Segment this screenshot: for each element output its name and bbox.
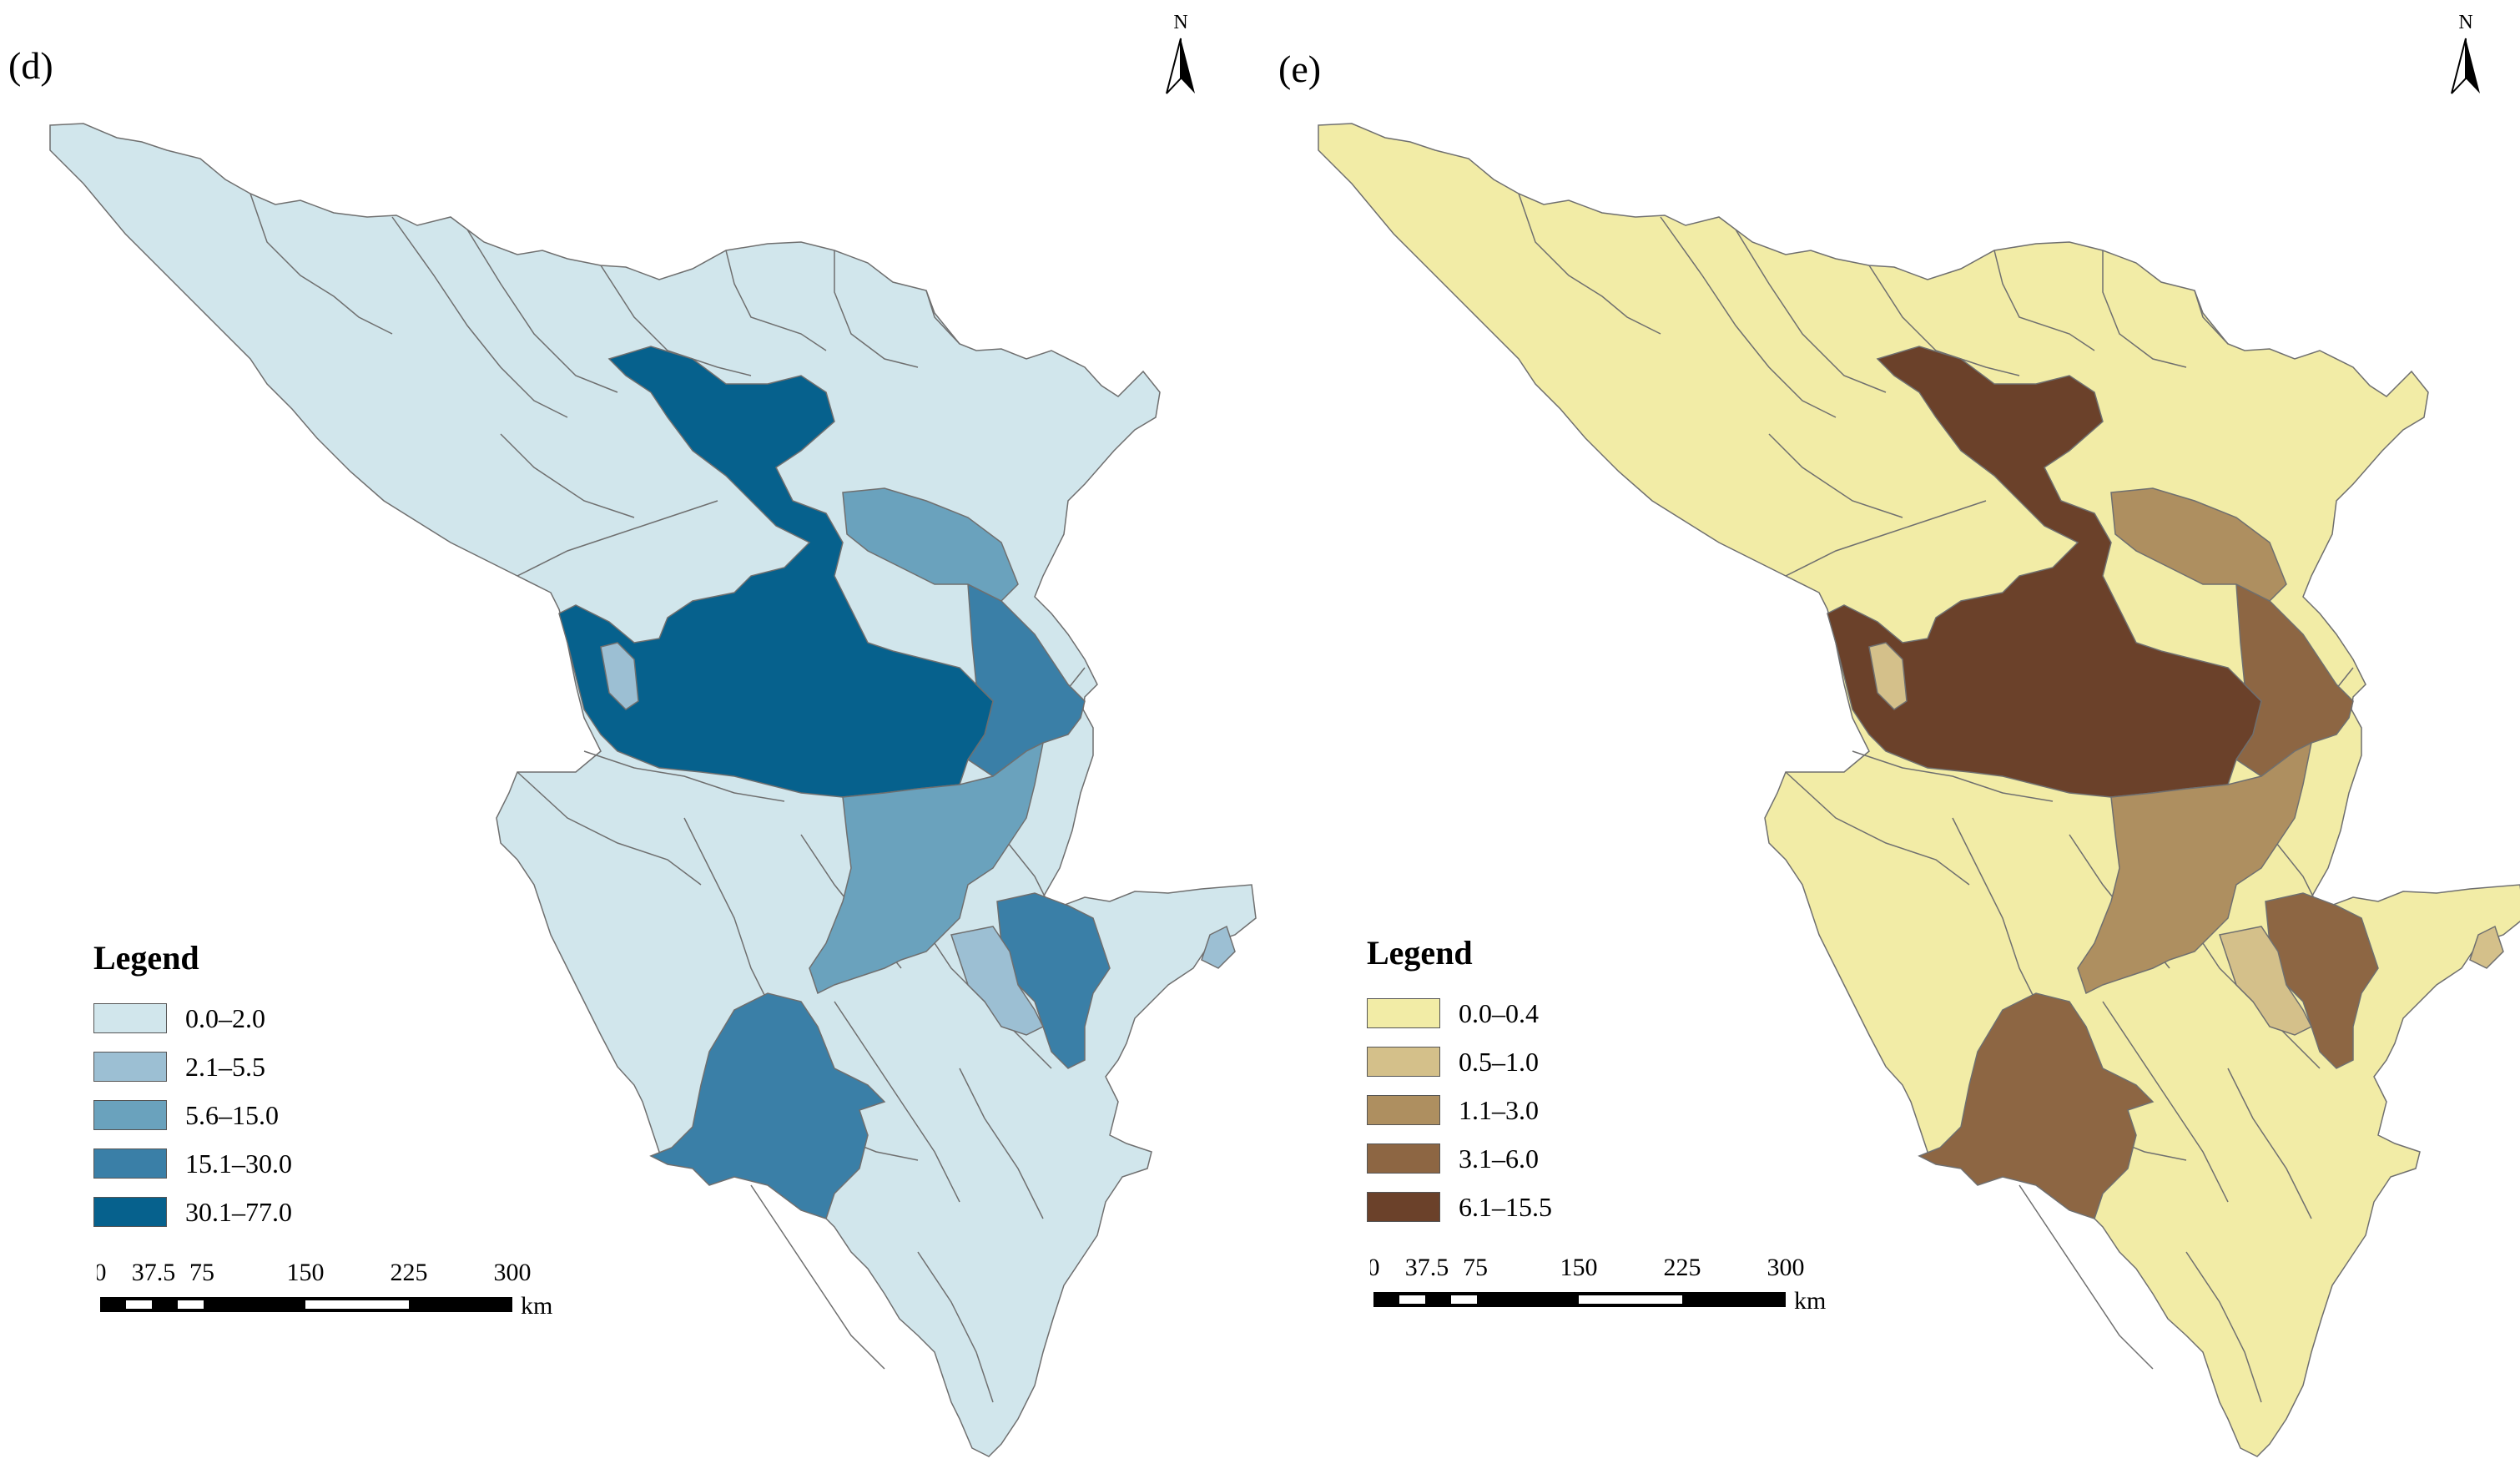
panel-label: (e): [1278, 48, 1322, 90]
legend-item: 0.0–0.4: [1367, 989, 1552, 1037]
scale-tick: 150: [287, 1259, 325, 1286]
legend-label: 1.1–3.0: [1459, 1094, 1539, 1125]
choropleth-map: [1318, 123, 2520, 1457]
region-class-3: [809, 741, 1045, 995]
north-arrow-icon: N: [1166, 12, 1195, 94]
legend-swatch: [93, 1148, 167, 1179]
legend-item: 0.5–1.0: [1367, 1037, 1552, 1086]
region-class-2: [1868, 642, 1908, 710]
scale-tick: 0: [1370, 1254, 1380, 1281]
region-class-2: [2469, 925, 2504, 969]
scale-tick: 37.5: [1405, 1254, 1449, 1281]
north-arrow-icon: N: [2451, 12, 2480, 94]
legend-label: 0.0–2.0: [185, 1002, 265, 1033]
legend-label: 3.1–6.0: [1459, 1143, 1539, 1174]
legend-swatch: [93, 1003, 167, 1033]
scale-tick: 0: [97, 1259, 107, 1286]
region-class-2: [1201, 925, 1236, 969]
scale-unit: km: [521, 1292, 552, 1320]
scale-tick: 300: [494, 1259, 532, 1286]
legend-title: Legend: [1367, 934, 1473, 972]
region-class-3: [2110, 487, 2287, 602]
map-panel-e: (e): [1268, 0, 2520, 1469]
region-class-2: [2219, 926, 2313, 1036]
panel-label: (d): [8, 44, 53, 87]
legend-swatch: [1367, 1095, 1440, 1125]
legend-label: 6.1–15.5: [1459, 1191, 1552, 1222]
region-class-4: [1918, 992, 2155, 1219]
region-class-4: [2265, 892, 2379, 1069]
scale-bar: 0 37.5 75 150 225 300 km: [1370, 1254, 1826, 1315]
region-class-5: [558, 346, 994, 798]
region-class-2: [950, 926, 1045, 1036]
scale-tick: 75: [189, 1259, 214, 1286]
scale-tick: 75: [1463, 1254, 1488, 1281]
legend-item: 6.1–15.5: [1367, 1183, 1552, 1231]
legend-title: Legend: [93, 939, 199, 977]
scale-tick: 300: [1767, 1254, 1805, 1281]
legend-swatch: [93, 1052, 167, 1082]
legend-swatch: [1367, 1192, 1440, 1222]
region-boundary-outline: [1318, 123, 2520, 1457]
legend-label: 5.6–15.0: [185, 1099, 279, 1130]
choropleth-map: [49, 123, 1257, 1457]
scale-tick: 150: [1560, 1254, 1598, 1281]
region-class-4: [996, 892, 1111, 1069]
legend-swatch: [93, 1100, 167, 1130]
region-class-2: [600, 642, 639, 710]
region-class-4: [649, 992, 886, 1219]
legend-item: 2.1–5.5: [93, 1042, 292, 1091]
region-class-3: [842, 487, 1019, 602]
legend-item: 15.1–30.0: [93, 1139, 292, 1188]
legend: Legend 0.0–2.0 2.1–5.5 5.6–15.0 15.1–30.…: [93, 938, 292, 1236]
legend-item: 5.6–15.0: [93, 1091, 292, 1139]
legend-item: 1.1–3.0: [1367, 1086, 1552, 1134]
legend-swatch: [93, 1197, 167, 1227]
legend-swatch: [1367, 1143, 1440, 1174]
legend-swatch: [1367, 998, 1440, 1028]
legend-label: 15.1–30.0: [185, 1148, 292, 1179]
legend-item: 30.1–77.0: [93, 1188, 292, 1236]
region-class-5: [1827, 346, 2262, 798]
scale-unit: km: [1794, 1287, 1826, 1315]
legend-item: 0.0–2.0: [93, 994, 292, 1042]
legend-label: 30.1–77.0: [185, 1196, 292, 1227]
legend-item: 3.1–6.0: [1367, 1134, 1552, 1183]
legend-label: 2.1–5.5: [185, 1051, 265, 1082]
legend-label: 0.5–1.0: [1459, 1046, 1539, 1077]
legend-swatch: [1367, 1047, 1440, 1077]
scale-bar: 0 37.5 75 150 225 300 km: [97, 1259, 552, 1320]
scale-tick: 37.5: [132, 1259, 176, 1286]
scale-tick: 225: [391, 1259, 428, 1286]
scale-tick: 225: [1664, 1254, 1701, 1281]
region-class-3: [2077, 741, 2313, 995]
svg-text:N: N: [1173, 12, 1187, 33]
svg-text:N: N: [2458, 12, 2472, 33]
map-panel-d: (d): [8, 12, 1257, 1457]
legend: Legend 0.0–0.4 0.5–1.0 1.1–3.0 3.1–6.0 6…: [1367, 933, 1552, 1231]
region-boundary-outline: [49, 123, 1257, 1457]
legend-label: 0.0–0.4: [1459, 997, 1539, 1028]
